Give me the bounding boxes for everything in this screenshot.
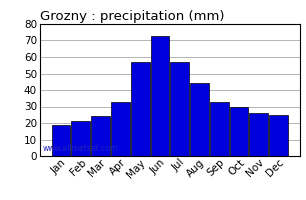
Bar: [249, 113, 268, 156]
Bar: [111, 102, 130, 156]
Bar: [131, 62, 150, 156]
Bar: [230, 106, 248, 156]
Bar: [170, 62, 189, 156]
Text: Grozny : precipitation (mm): Grozny : precipitation (mm): [40, 10, 224, 23]
Bar: [91, 116, 110, 156]
Bar: [210, 102, 229, 156]
Bar: [71, 121, 90, 156]
Bar: [52, 125, 70, 156]
Bar: [151, 36, 169, 156]
Text: www.allmetsat.com: www.allmetsat.com: [42, 144, 118, 153]
Bar: [269, 115, 288, 156]
Bar: [190, 83, 209, 156]
